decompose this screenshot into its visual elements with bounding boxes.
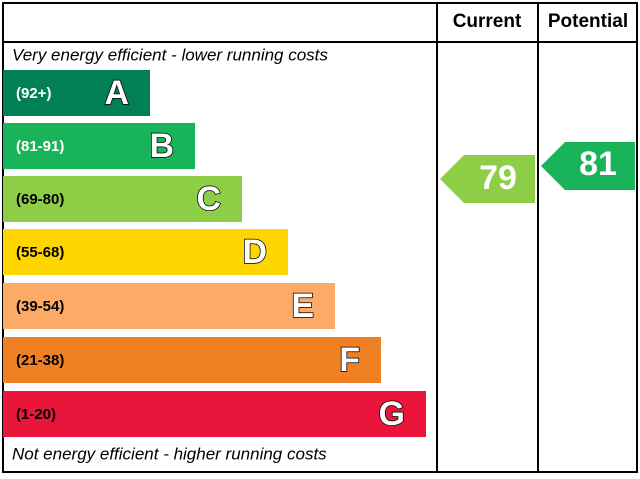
band-range: (69-80) bbox=[16, 191, 64, 208]
band-range: (55-68) bbox=[16, 244, 64, 261]
potential-arrow bbox=[541, 142, 635, 190]
current-header: Current bbox=[453, 11, 522, 32]
band-bar bbox=[3, 337, 381, 383]
potential-rating: 81 bbox=[541, 142, 635, 190]
band-bar bbox=[3, 391, 426, 437]
band-range: (21-38) bbox=[16, 352, 64, 369]
band-bar bbox=[3, 123, 195, 169]
potential-header: Potential bbox=[548, 11, 628, 32]
current-arrow bbox=[440, 155, 535, 203]
band-letter: C bbox=[196, 180, 221, 218]
band-letter: B bbox=[149, 127, 174, 165]
band-letter: G bbox=[379, 395, 405, 433]
current-rating: 79 bbox=[440, 155, 535, 203]
current-value: 79 bbox=[479, 159, 517, 197]
band-letter: F bbox=[339, 341, 360, 379]
band-range: (39-54) bbox=[16, 298, 64, 315]
bottom-note: Not energy efficient - higher running co… bbox=[12, 444, 327, 463]
band-bar bbox=[3, 229, 288, 275]
band-range: (81-91) bbox=[16, 138, 64, 155]
band-letter: E bbox=[291, 287, 314, 325]
band-bar bbox=[3, 283, 335, 329]
top-note: Very energy efficient - lower running co… bbox=[12, 45, 328, 64]
potential-value: 81 bbox=[579, 145, 617, 183]
bands: (92+) A (81-91) B (69-80) C (55-68) D (39-54) E (2… bbox=[3, 70, 426, 437]
band-bar bbox=[3, 176, 242, 222]
band-range: (1-20) bbox=[16, 406, 56, 423]
band-letter: D bbox=[242, 233, 267, 271]
band-letter: A bbox=[104, 74, 129, 112]
band-bar bbox=[3, 70, 150, 116]
band-range: (92+) bbox=[16, 85, 51, 102]
